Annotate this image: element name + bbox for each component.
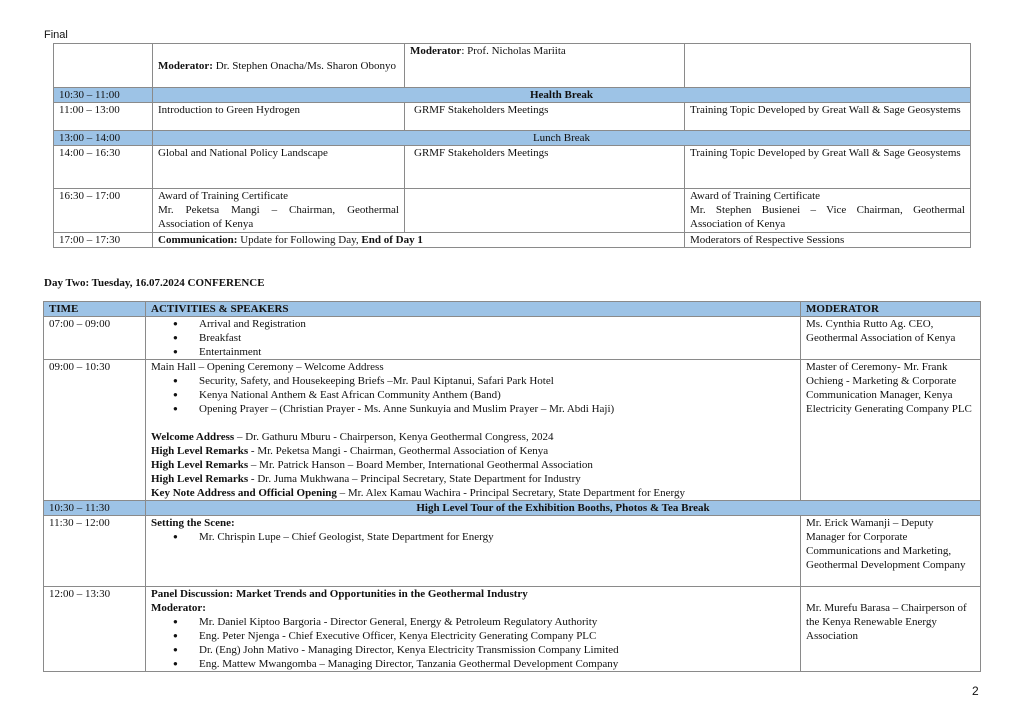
table-row: 12:00 – 13:30 Panel Discussion: Market T…: [43, 586, 981, 672]
table-row: 17:00 – 17:30 Communication: Update for …: [53, 232, 971, 248]
moderator-cell: Moderator: Prof. Nicholas Mariita: [404, 43, 685, 88]
table-row: 11:30 – 12:00 Setting the Scene:Mr. Chri…: [43, 515, 981, 587]
break-row: 10:30 – 11:00 Health Break: [53, 87, 971, 103]
table-row: Moderator: Dr. Stephen Onacha/Ms. Sharon…: [53, 43, 971, 88]
day-two-title: Day Two: Tuesday, 16.07.2024 CONFERENCE: [44, 277, 265, 289]
table-header-row: TIME ACTIVITIES & SPEAKERS MODERATOR: [43, 301, 981, 317]
day-one-schedule-table: Moderator: Dr. Stephen Onacha/Ms. Sharon…: [53, 43, 971, 248]
break-row: 10:30 – 11:30 High Level Tour of the Exhi…: [43, 500, 981, 516]
table-row: 07:00 – 09:00 Arrival and RegistrationBr…: [43, 316, 981, 360]
table-row: 14:00 – 16:30 Global and National Policy …: [53, 145, 971, 189]
page-header: Final: [44, 29, 68, 41]
page-number: 2: [972, 684, 979, 698]
table-row: 11:00 – 13:00 Introduction to Green Hydro…: [53, 102, 971, 131]
day-two-schedule-table: TIME ACTIVITIES & SPEAKERS MODERATOR 07:00…: [43, 301, 981, 672]
table-row: 16:30 – 17:00 Award of Training Certific…: [53, 188, 971, 233]
moderator-cell: Moderator: Dr. Stephen Onacha/Ms. Sharon…: [152, 43, 405, 88]
table-row: 09:00 – 10:30 Main Hall – Opening Ceremo…: [43, 359, 981, 501]
break-row: 13:00 – 14:00 Lunch Break: [53, 130, 971, 146]
